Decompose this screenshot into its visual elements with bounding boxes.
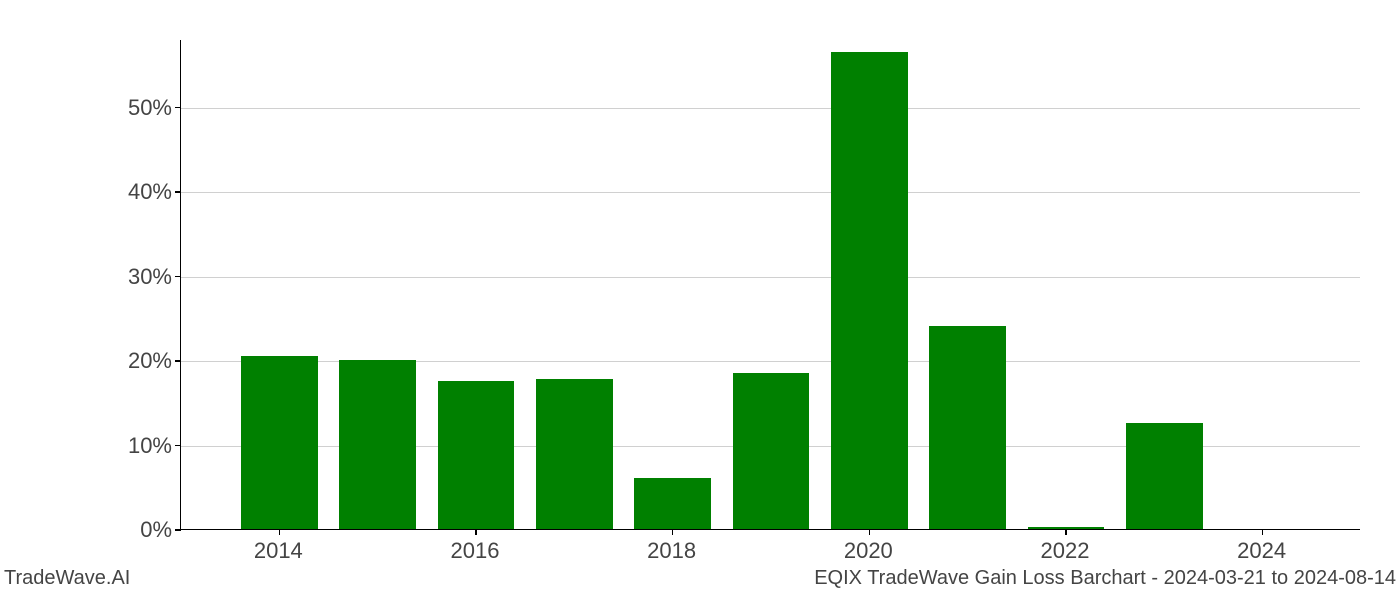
y-tick-label: 50% xyxy=(128,95,172,121)
x-tick-mark xyxy=(279,529,281,535)
gridline xyxy=(181,108,1360,109)
footer-left-label: TradeWave.AI xyxy=(4,567,130,590)
bar-chart: 201420162018202020222024 xyxy=(180,40,1360,530)
x-tick-label: 2024 xyxy=(1237,538,1286,564)
bar xyxy=(536,379,613,529)
x-tick-label: 2016 xyxy=(451,538,500,564)
y-tick-mark xyxy=(175,107,181,109)
y-tick-label: 30% xyxy=(128,264,172,290)
bar xyxy=(929,326,1006,529)
bar xyxy=(634,478,711,529)
y-tick-label: 10% xyxy=(128,433,172,459)
x-tick-mark xyxy=(1065,529,1067,535)
bar xyxy=(733,373,810,529)
bar xyxy=(831,52,908,529)
bar xyxy=(438,381,515,529)
x-tick-label: 2018 xyxy=(647,538,696,564)
y-tick-mark xyxy=(175,276,181,278)
y-tick-label: 40% xyxy=(128,179,172,205)
x-tick-label: 2014 xyxy=(254,538,303,564)
bar xyxy=(339,360,416,529)
bar xyxy=(241,356,318,529)
footer-right-label: EQIX TradeWave Gain Loss Barchart - 2024… xyxy=(814,567,1396,590)
x-tick-mark xyxy=(475,529,477,535)
x-tick-label: 2022 xyxy=(1041,538,1090,564)
y-tick-label: 0% xyxy=(140,517,172,543)
y-tick-label: 20% xyxy=(128,348,172,374)
x-tick-mark xyxy=(1262,529,1264,535)
y-tick-mark xyxy=(175,445,181,447)
bar xyxy=(1126,423,1203,529)
y-tick-mark xyxy=(175,191,181,193)
bar xyxy=(1028,527,1105,529)
gridline xyxy=(181,192,1360,193)
y-tick-mark xyxy=(175,529,181,531)
x-tick-mark xyxy=(672,529,674,535)
gridline xyxy=(181,277,1360,278)
y-tick-mark xyxy=(175,360,181,362)
x-tick-mark xyxy=(869,529,871,535)
x-tick-label: 2020 xyxy=(844,538,893,564)
plot-area xyxy=(180,40,1360,530)
